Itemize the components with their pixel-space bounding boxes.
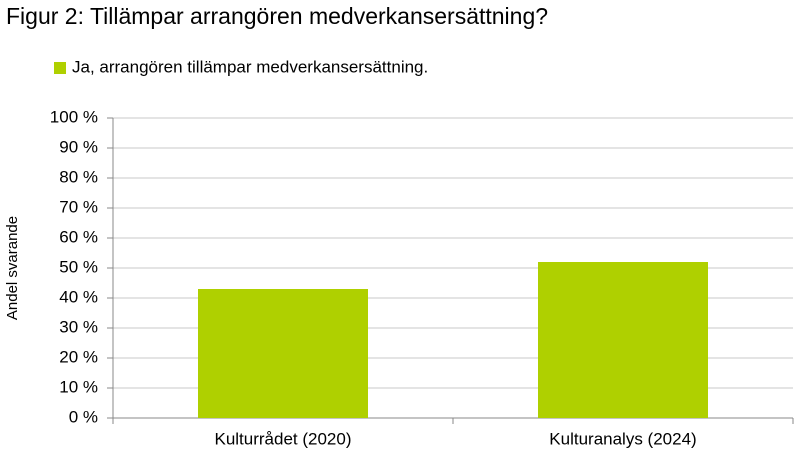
y-tick-label: 60 % [59,227,98,246]
x-tick-label: Kulturrådet (2020) [214,429,351,448]
y-tick-label: 100 % [50,107,98,126]
y-axis-label: Andel svarande [4,216,21,320]
legend-label: Ja, arrangören tillämpar medverkansersät… [72,57,428,76]
y-tick-label: 40 % [59,287,98,306]
bar [538,262,708,418]
y-tick-label: 0 % [69,407,98,426]
y-tick-label: 70 % [59,197,98,216]
y-tick-label: 10 % [59,377,98,396]
legend-swatch [54,62,66,74]
y-tick-label: 90 % [59,137,98,156]
y-tick-label: 50 % [59,257,98,276]
y-tick-label: 80 % [59,167,98,186]
x-tick-label: Kulturanalys (2024) [549,429,696,448]
chart-title: Figur 2: Tillämpar arrangören medverkans… [6,3,548,29]
bar [198,289,368,418]
y-tick-label: 20 % [59,347,98,366]
y-tick-label: 30 % [59,317,98,336]
